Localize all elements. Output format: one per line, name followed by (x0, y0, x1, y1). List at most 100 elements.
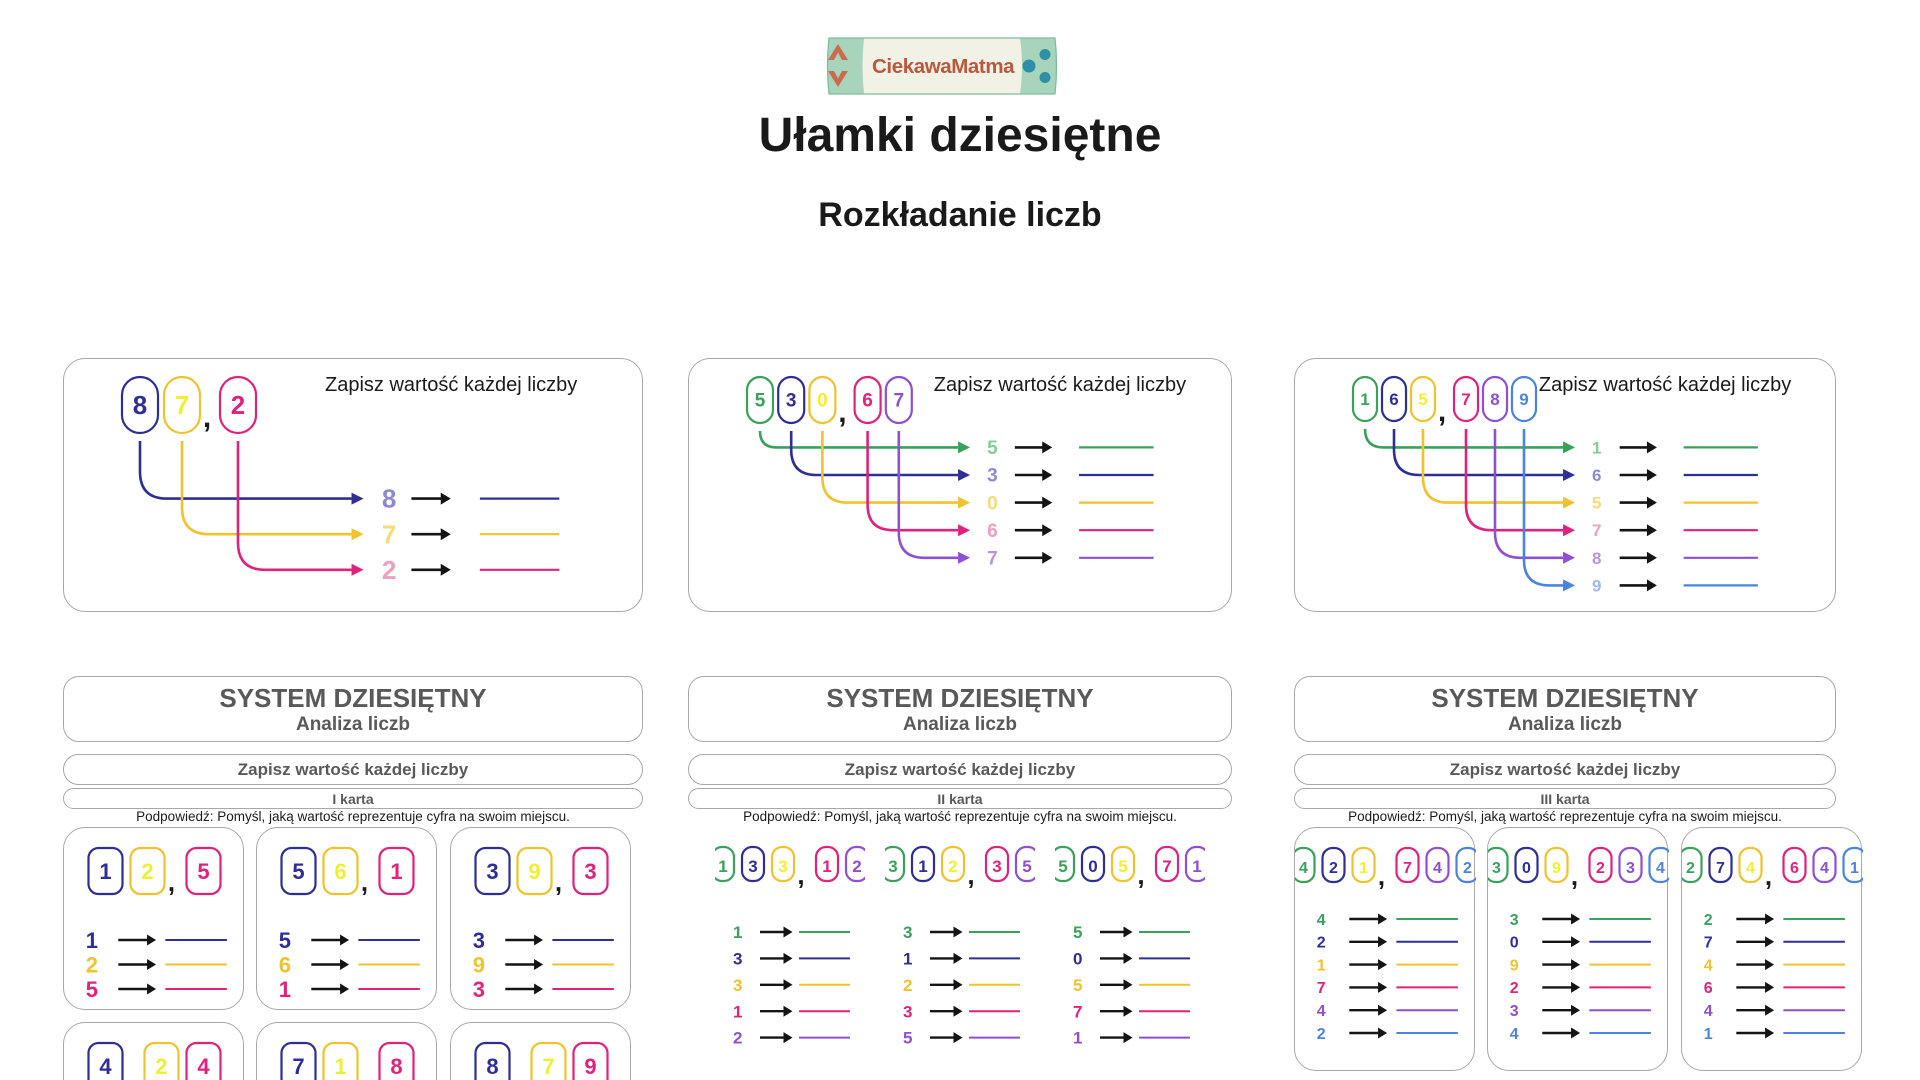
svg-text:3: 3 (987, 466, 998, 487)
svg-text:1: 1 (903, 950, 912, 969)
svg-text:9: 9 (1592, 576, 1601, 595)
svg-text:6: 6 (1790, 860, 1799, 877)
svg-text:2: 2 (1317, 1026, 1326, 1043)
svg-text:1: 1 (1360, 390, 1369, 409)
svg-text:8: 8 (133, 390, 147, 420)
svg-text:3: 3 (992, 857, 1001, 876)
svg-text:,: , (1438, 395, 1446, 428)
svg-text:3: 3 (903, 923, 912, 942)
svg-text:5: 5 (1073, 923, 1082, 942)
svg-text:8: 8 (1592, 549, 1601, 568)
svg-text:,: , (838, 396, 846, 429)
svg-text:Zapisz wartość każdej liczby: Zapisz wartość każdej liczby (325, 374, 577, 396)
svg-text:8: 8 (391, 1054, 403, 1079)
svg-text:0: 0 (817, 391, 828, 412)
svg-text:,: , (1764, 861, 1771, 891)
svg-text:7: 7 (1317, 980, 1326, 997)
svg-text:4: 4 (1317, 1003, 1326, 1020)
svg-text:1: 1 (279, 977, 291, 1002)
svg-text:3: 3 (1626, 860, 1635, 877)
svg-text:5: 5 (1118, 857, 1127, 876)
svg-text:2: 2 (1463, 860, 1472, 877)
svg-text:5: 5 (279, 928, 291, 953)
svg-text:5: 5 (1592, 494, 1601, 513)
svg-text:1: 1 (391, 859, 403, 884)
svg-text:7: 7 (1592, 521, 1601, 540)
svg-text:3: 3 (1510, 912, 1519, 929)
svg-text:,: , (168, 867, 175, 897)
svg-text:7: 7 (293, 1054, 305, 1079)
svg-text:9: 9 (1510, 957, 1519, 974)
svg-text:3: 3 (472, 977, 484, 1002)
svg-text:3: 3 (778, 857, 787, 876)
svg-text:1: 1 (1592, 438, 1601, 457)
svg-text:6: 6 (335, 859, 347, 884)
svg-text:2: 2 (231, 390, 245, 420)
svg-text:1: 1 (86, 928, 98, 953)
svg-text:,: , (797, 860, 804, 890)
svg-text:3: 3 (888, 857, 897, 876)
svg-text:4: 4 (1299, 860, 1308, 877)
svg-text:9: 9 (472, 952, 484, 977)
svg-text:3: 3 (584, 859, 596, 884)
svg-text:2: 2 (903, 976, 912, 995)
svg-text:4: 4 (1317, 912, 1326, 929)
svg-text:6: 6 (1592, 466, 1601, 485)
svg-text:,: , (361, 867, 368, 897)
svg-text:5: 5 (987, 438, 998, 459)
svg-text:5: 5 (903, 1029, 912, 1048)
svg-text:3: 3 (786, 391, 797, 412)
svg-text:3: 3 (472, 928, 484, 953)
svg-text:6: 6 (1703, 980, 1712, 997)
svg-text:4: 4 (1510, 1026, 1519, 1043)
svg-text:9: 9 (528, 859, 540, 884)
svg-text:7: 7 (542, 1054, 554, 1079)
svg-text:3: 3 (486, 859, 498, 884)
svg-text:7: 7 (1073, 1002, 1082, 1021)
svg-text:2: 2 (1317, 935, 1326, 952)
svg-text:5: 5 (86, 977, 98, 1002)
svg-text:4: 4 (1820, 860, 1829, 877)
svg-text:5: 5 (1073, 976, 1082, 995)
svg-text:,: , (554, 867, 561, 897)
svg-text:,: , (512, 1062, 519, 1080)
svg-text:5: 5 (1022, 857, 1031, 876)
svg-text:8: 8 (1490, 390, 1499, 409)
svg-text:4: 4 (1703, 957, 1712, 974)
svg-text:1: 1 (918, 857, 927, 876)
svg-text:,: , (361, 1062, 368, 1080)
svg-text:5: 5 (1418, 390, 1427, 409)
svg-text:1: 1 (1317, 957, 1326, 974)
svg-text:3: 3 (903, 1002, 912, 1021)
svg-text:,: , (1378, 861, 1385, 891)
svg-text:Zapisz wartość każdej liczby: Zapisz wartość każdej liczby (1539, 374, 1791, 396)
svg-text:0: 0 (1510, 935, 1519, 952)
svg-text:2: 2 (733, 1029, 742, 1048)
svg-text:5: 5 (293, 859, 305, 884)
svg-text:1: 1 (822, 857, 831, 876)
svg-text:Zapisz wartość każdej liczby: Zapisz wartość każdej liczby (934, 374, 1186, 396)
svg-text:,: , (1137, 860, 1144, 890)
svg-text:2: 2 (852, 857, 861, 876)
svg-text:1: 1 (1850, 860, 1859, 877)
svg-text:6: 6 (1389, 390, 1398, 409)
svg-text:,: , (967, 860, 974, 890)
svg-text:6: 6 (862, 391, 873, 412)
svg-text:,: , (1571, 861, 1578, 891)
svg-text:3: 3 (748, 857, 757, 876)
svg-text:4: 4 (1746, 860, 1755, 877)
svg-text:2: 2 (948, 857, 957, 876)
svg-text:7: 7 (1461, 390, 1470, 409)
svg-text:2: 2 (86, 952, 98, 977)
svg-text:5: 5 (197, 859, 209, 884)
svg-text:7: 7 (1716, 860, 1725, 877)
svg-text:9: 9 (1552, 860, 1561, 877)
svg-text:8: 8 (486, 1054, 498, 1079)
svg-text:4: 4 (1656, 860, 1665, 877)
svg-text:1: 1 (99, 859, 111, 884)
svg-text:3: 3 (1510, 1003, 1519, 1020)
svg-text:1: 1 (733, 1002, 742, 1021)
svg-text:9: 9 (584, 1054, 596, 1079)
svg-text:3: 3 (733, 976, 742, 995)
svg-text:2: 2 (1703, 912, 1712, 929)
